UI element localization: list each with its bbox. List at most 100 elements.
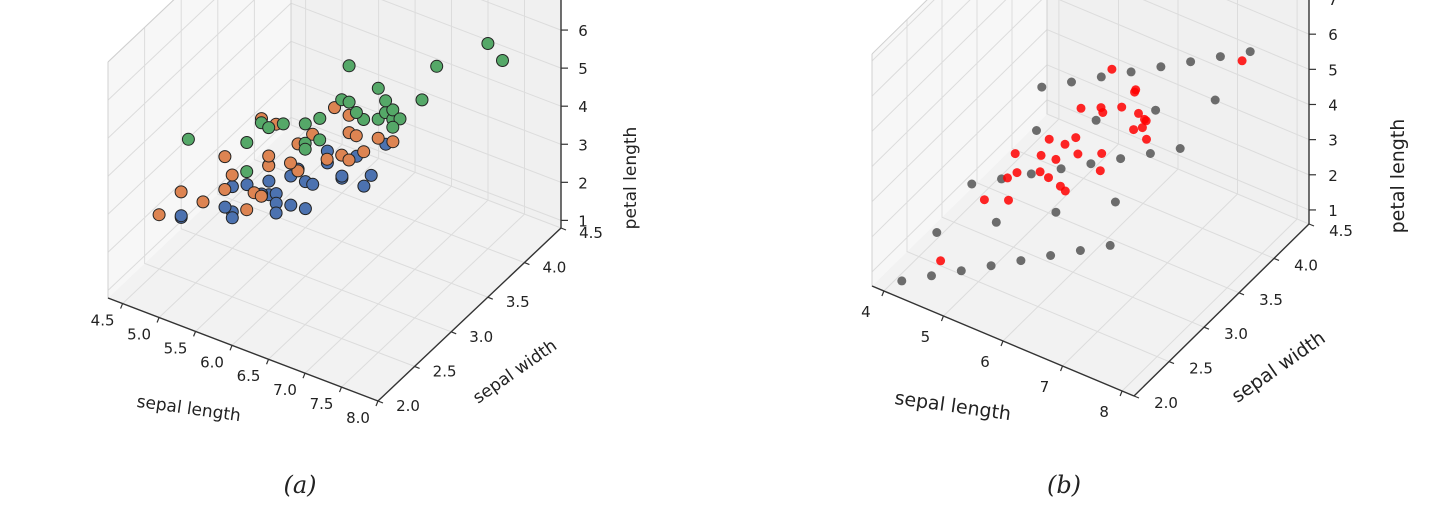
y-tick-mark: [414, 365, 420, 369]
scatter-point-series-0: [174, 209, 188, 223]
x-tick-label: 7.0: [273, 381, 297, 399]
scatter-point-series-2: [393, 112, 407, 126]
y-tick-label: 3.0: [1224, 325, 1248, 343]
scatter-point-series-2: [415, 93, 429, 107]
scatter-point-series-2: [298, 142, 312, 156]
scatter-point-series-0: [335, 169, 349, 183]
panel-b-caption: (b): [1047, 471, 1081, 499]
scatter-point-series-2: [481, 37, 495, 50]
z-tick-label: 1: [1328, 202, 1338, 220]
scatter-point-series-0: [1051, 154, 1061, 164]
scatter-point-series-0: [1044, 134, 1054, 144]
chart-panel-a: 4.5 5.0 5.5 6.0 6.5 7.0 7.5 8.0 2.0 2.5 3.0 3.5 4.0 4…: [91, 0, 641, 499]
plane-point: [1145, 149, 1155, 158]
y-axis-line: [377, 227, 562, 402]
z-tick-label: 3: [1328, 132, 1338, 150]
left-pane: [108, 0, 291, 298]
y-tick-mark: [450, 331, 457, 335]
back-pane: [291, 0, 561, 228]
z-tick-label: 5: [578, 60, 588, 78]
x-tick-label: 7: [1040, 378, 1050, 396]
panel-a-zlabel: petal length: [621, 127, 641, 230]
x-tick-mark: [193, 331, 197, 337]
scatter-point-series-0: [936, 256, 946, 266]
scatter-point-series-1: [320, 152, 334, 166]
scatter-point-series-1: [196, 195, 210, 209]
chart-panel-b: 4 5 6 7 8 2.0 2.5 3.0 3.5 4.0 4.5 1 2 3 4 5 6 7 sepal len…: [861, 0, 1409, 499]
z-tick-label: 6: [578, 22, 588, 40]
scatter-point-series-0: [1137, 123, 1147, 133]
panel-b-grid: [871, 0, 1310, 397]
z-tick-label: 6: [1328, 26, 1338, 44]
y-tick-label: 2.5: [1189, 360, 1213, 378]
scatter-point-series-1: [284, 156, 297, 170]
y-tick-label: 4.0: [1294, 256, 1318, 274]
grid-line-y: [180, 0, 452, 333]
scatter-point-series-1: [342, 153, 356, 167]
plane-point: [956, 266, 966, 276]
y-axis-line: [1133, 223, 1310, 397]
x-tick-mark: [375, 400, 379, 407]
scatter-point-series-0: [1107, 64, 1117, 74]
scatter-point-series-1: [254, 189, 268, 203]
grid-line-y: [144, 27, 415, 367]
x-tick-mark: [156, 317, 160, 323]
y-tick-mark: [1203, 326, 1210, 330]
x-tick-mark: [302, 372, 306, 379]
scatter-point-series-0: [1012, 168, 1022, 178]
z-tick-label: 4: [1328, 96, 1338, 114]
panel-a-ylabel: sepal width: [469, 336, 560, 408]
scatter-point-series-0: [1003, 173, 1012, 183]
x-tick-mark: [229, 345, 233, 351]
scatter-point-series-0: [1117, 102, 1127, 112]
y-tick-mark: [1238, 292, 1245, 296]
scatter-point-series-0: [1076, 103, 1086, 113]
panel-a-axes: 4.5 5.0 5.5 6.0 6.5 7.0 7.5 8.0 2.0 2.5 3.0 3.5 4.0 4…: [91, 0, 603, 427]
y-tick-label: 2.0: [1154, 394, 1178, 412]
plane-point: [1105, 240, 1115, 250]
scatter-point-series-0: [218, 200, 232, 214]
scatter-point-series-2: [313, 133, 327, 147]
plane-point: [1051, 207, 1061, 217]
y-tick-mark: [1273, 257, 1280, 261]
plane-point: [1046, 251, 1056, 260]
plane-point: [1032, 126, 1041, 135]
scatter-point-series-1: [386, 135, 400, 149]
grid-line-z: [107, 0, 562, 101]
x-tick-label: 4.5: [91, 312, 115, 330]
y-tick-label: 2.5: [433, 362, 457, 380]
scatter-point-series-0: [1237, 56, 1247, 66]
plane-point: [1016, 256, 1026, 266]
scatter-point-series-0: [284, 198, 298, 212]
scatter-point-series-0: [1097, 149, 1107, 158]
scatter-point-series-1: [291, 164, 305, 178]
y-tick-label: 3.0: [469, 328, 493, 346]
plane-point: [967, 179, 977, 189]
y-tick-label: 3.5: [1259, 291, 1283, 309]
scatter-point-series-0: [979, 195, 989, 205]
y-tick-mark: [487, 296, 494, 300]
scatter-point-series-1: [262, 149, 276, 163]
x-tick-mark: [338, 386, 343, 393]
scatter-point-series-0: [1098, 108, 1108, 117]
panel-b-xlabel: sepal length: [893, 387, 1012, 425]
scatter-point-series-0: [1073, 149, 1083, 159]
y-tick-mark: [1133, 395, 1140, 399]
scatter-point-series-1: [371, 131, 385, 145]
z-tick-label: 5: [1328, 61, 1338, 79]
scatter-point-series-0: [269, 206, 283, 220]
plane-point: [1067, 77, 1076, 87]
plane-point: [991, 217, 1001, 227]
scatter-point-series-0: [1044, 173, 1053, 183]
z-tick-label: 7: [1328, 0, 1338, 9]
scatter-point-series-0: [1141, 116, 1151, 126]
plane-point: [1151, 105, 1161, 115]
plane-point: [1056, 164, 1066, 174]
scatter-point-series-0: [1071, 133, 1081, 143]
plane-point: [1075, 246, 1085, 255]
x-tick-label: 6.0: [200, 353, 224, 371]
scatter-point-series-0: [1131, 85, 1141, 95]
scatter-point-series-0: [357, 179, 371, 193]
panel-a-points: [152, 37, 509, 225]
